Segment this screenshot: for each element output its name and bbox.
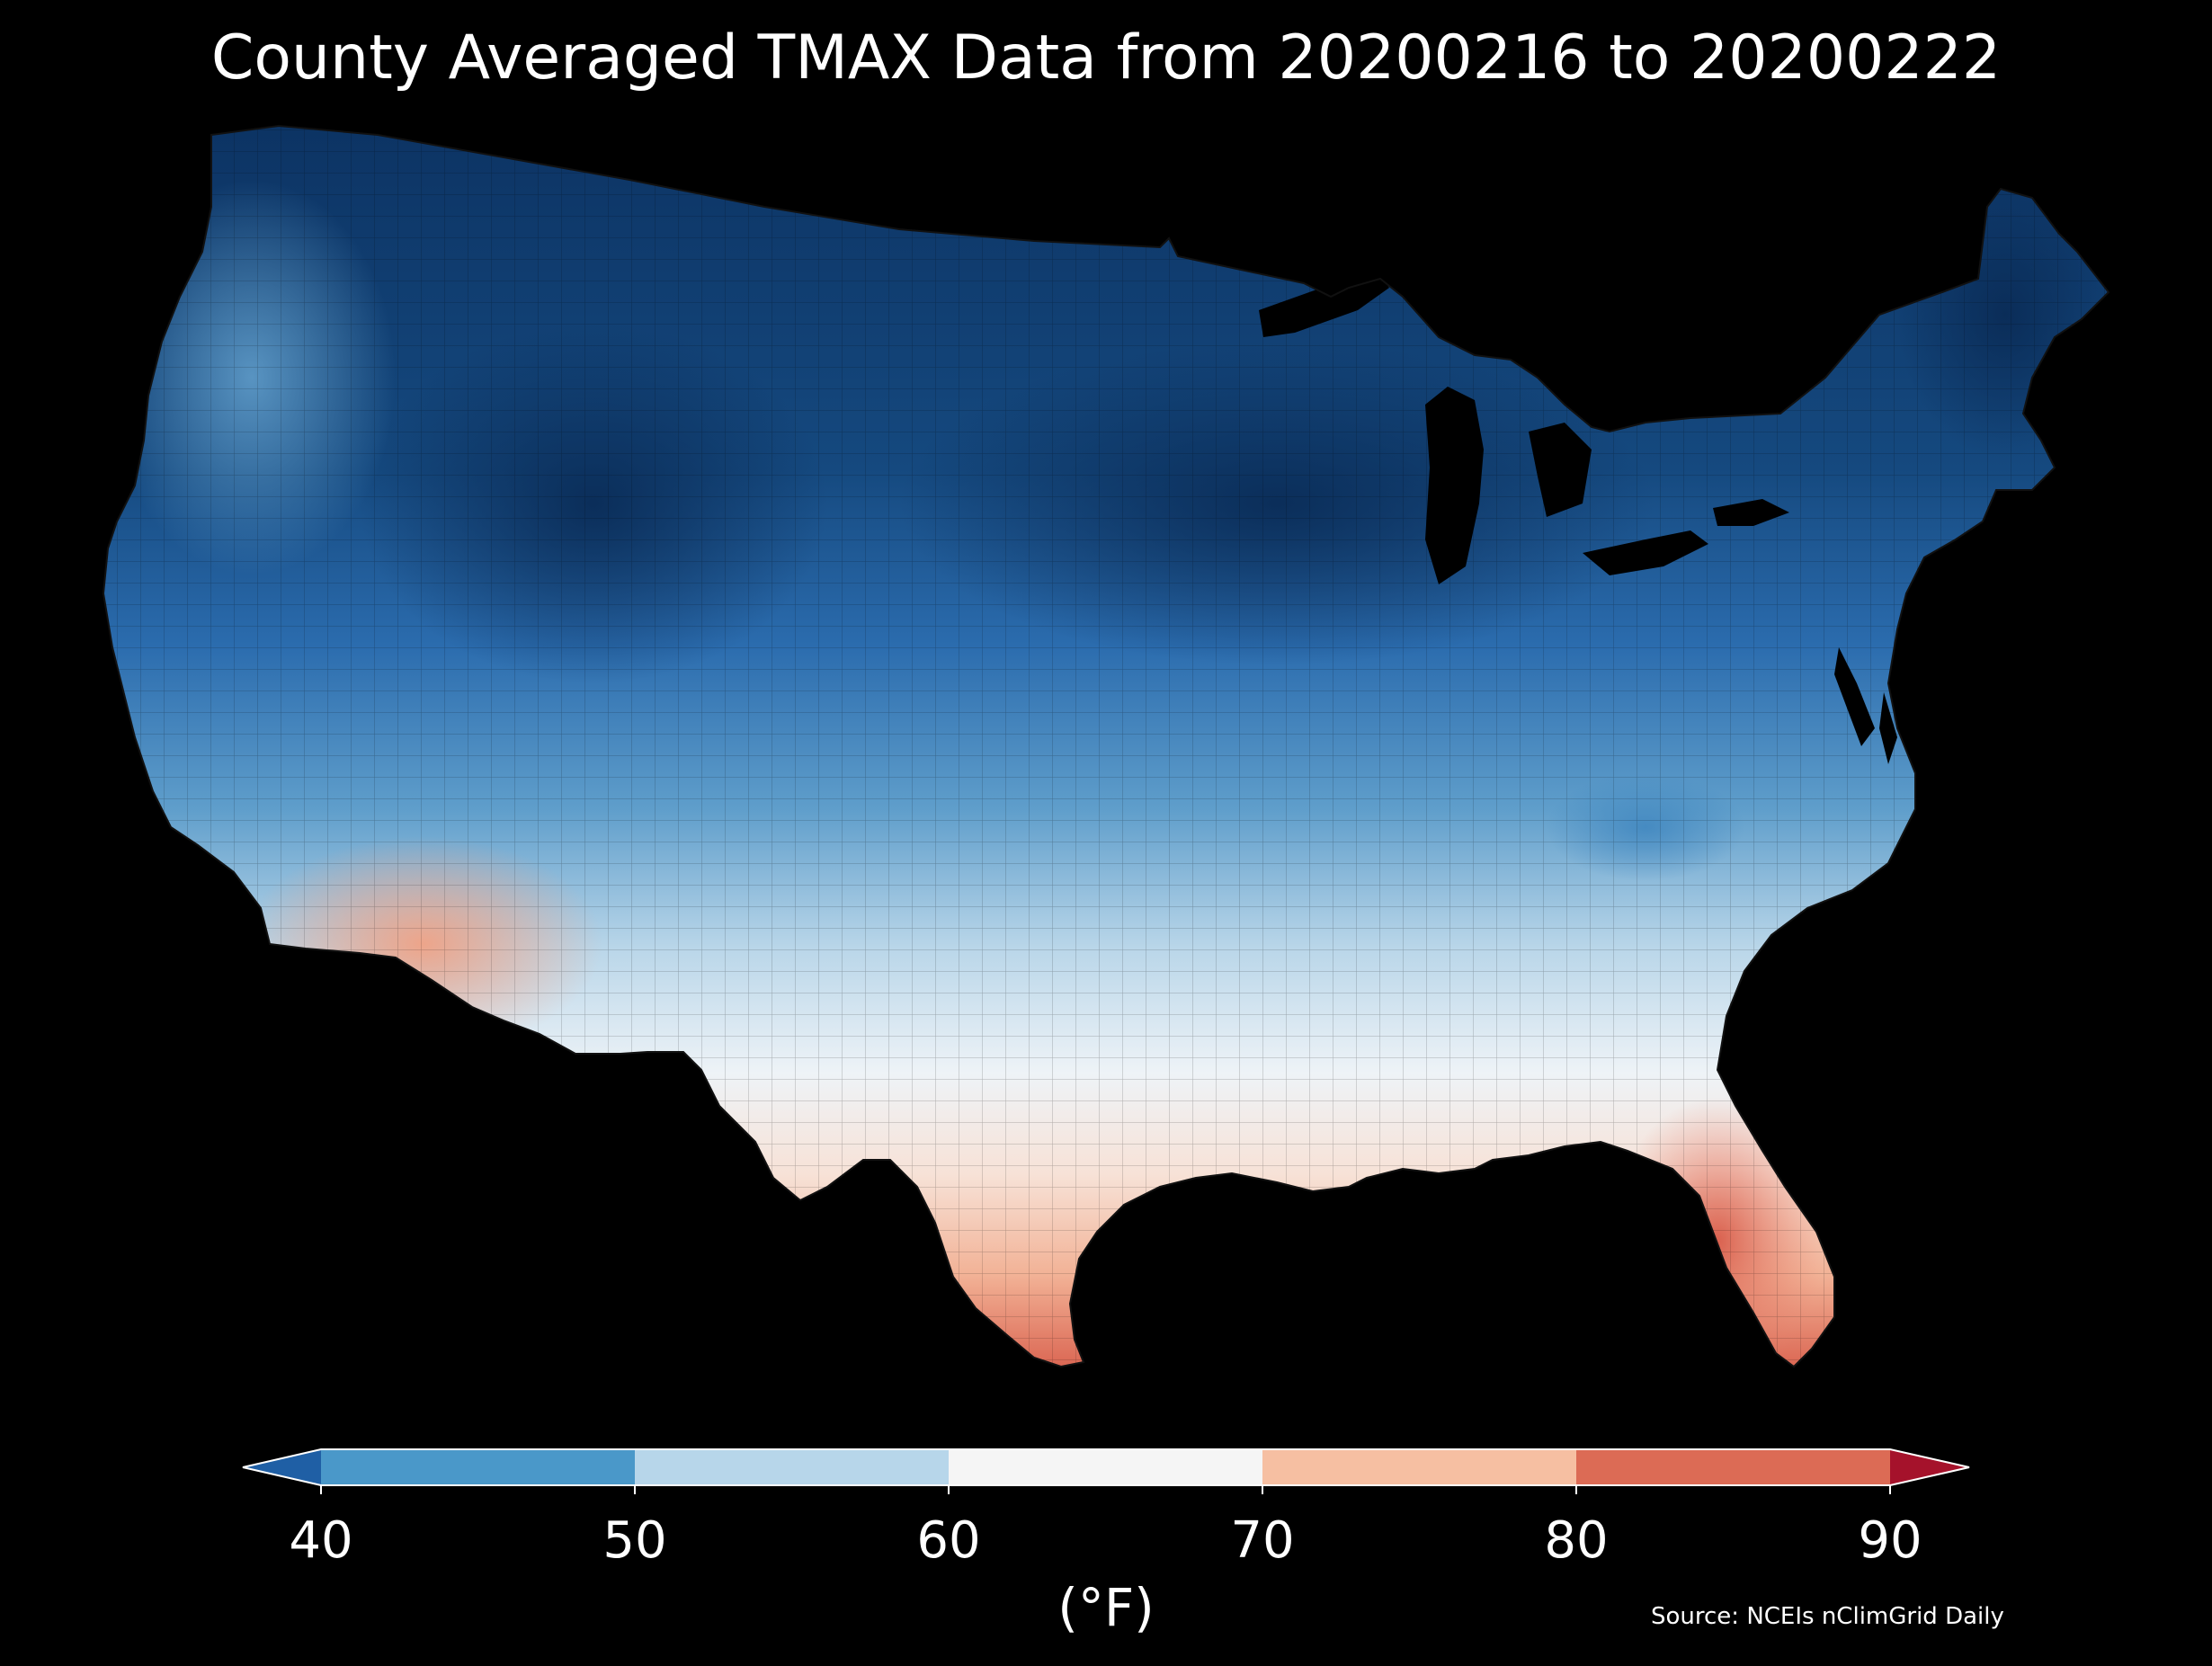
map-title: County Averaged TMAX Data from 20200216 …	[210, 22, 2002, 94]
great-lakes	[1259, 270, 1789, 584]
colorbar-extend-high	[1890, 1449, 1969, 1485]
colorbar-segment	[635, 1449, 950, 1485]
coastal-bays	[1834, 647, 1897, 764]
colorbar-tick-label: 50	[602, 1511, 666, 1570]
colorbar-extend-low	[243, 1449, 321, 1485]
colorbar-segment	[949, 1449, 1263, 1485]
colorbar-tick-label: 70	[1230, 1511, 1294, 1570]
colorbar-tick-label: 60	[916, 1511, 980, 1570]
colorbar-segment	[321, 1449, 636, 1485]
colorbar-unit-label: (°F)	[1057, 1577, 1155, 1638]
colorbar-tick-label: 80	[1544, 1511, 1608, 1570]
colorbar-tick-label: 90	[1858, 1511, 1922, 1570]
colorbar-segment	[1576, 1449, 1891, 1485]
colorbar-tick-label: 40	[289, 1511, 352, 1570]
colorbar-segment	[1262, 1449, 1577, 1485]
source-credit: Source: NCEIs nClimGrid Daily	[1651, 1603, 2004, 1630]
